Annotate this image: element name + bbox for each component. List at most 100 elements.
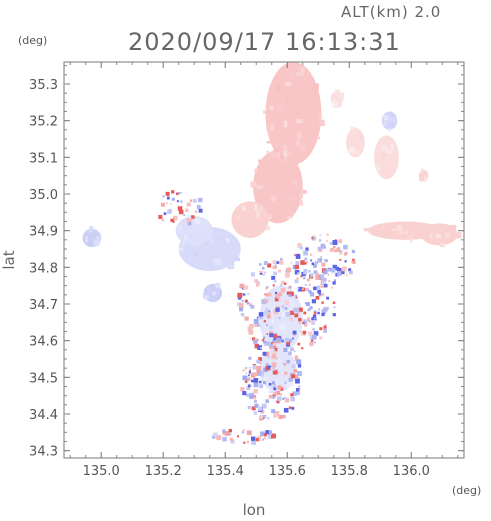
speckle-zone: [294, 233, 356, 288]
speckle-cell: [311, 262, 315, 266]
speckle-cell: [254, 400, 257, 403]
echo-cell: [269, 124, 275, 131]
speckle-cell: [323, 325, 327, 329]
echo-cell: [85, 236, 88, 243]
echo-cell: [286, 216, 293, 219]
altitude-label: ALT(km) 2.0: [341, 3, 441, 21]
speckle-cell: [322, 280, 326, 285]
echo-cell: [298, 67, 305, 73]
speckle-cell: [300, 275, 303, 278]
speckle-cell: [198, 208, 203, 213]
speckle-cell: [250, 379, 254, 383]
speckle-cell: [308, 270, 311, 273]
speckle-cell: [319, 234, 322, 236]
speckle-cell: [248, 303, 253, 307]
echo-cell: [297, 132, 302, 140]
speckle-cell: [276, 337, 281, 342]
echo-cell: [271, 313, 275, 318]
speckle-cell: [186, 202, 191, 207]
speckle-cell: [304, 257, 308, 261]
speckle-cell: [311, 237, 314, 240]
speckle-cell: [282, 414, 286, 419]
speckle-cell: [254, 403, 259, 408]
speckle-cell: [310, 273, 314, 277]
speckle-cell: [274, 341, 277, 344]
echo-cell: [256, 210, 260, 218]
speckle-cell: [267, 263, 272, 268]
echo-cell: [287, 151, 292, 155]
x-axis: 135.0 135.2 135.4 135.6 135.8 136.0: [69, 62, 459, 479]
speckle-cell: [262, 351, 267, 356]
echo-cell: [212, 291, 217, 296]
echo-cell: [282, 157, 289, 163]
speckle-cell: [344, 251, 348, 255]
speckle-cell: [168, 209, 172, 213]
speckle-cell: [295, 254, 301, 259]
speckle-cell: [284, 337, 289, 343]
speckle-cell: [246, 301, 250, 305]
speckle-cell: [242, 293, 246, 296]
speckle-cell: [289, 286, 292, 288]
plot-area: [82, 62, 462, 445]
speckle-cell: [310, 259, 313, 262]
speckle-cell: [332, 240, 338, 245]
speckle-cell: [275, 294, 279, 298]
speckle-cell: [284, 307, 288, 310]
echo-cell: [263, 376, 268, 383]
speckle-cell: [311, 299, 316, 304]
speckle-cell: [256, 316, 259, 319]
echo-region: [374, 135, 399, 180]
echo-cell: [223, 239, 228, 245]
speckle-cell: [313, 312, 317, 315]
echo-cell: [93, 239, 100, 246]
echo-cell: [299, 71, 304, 77]
echo-cell: [235, 215, 241, 220]
echo-cell: [262, 311, 265, 316]
speckle-cell: [254, 279, 258, 283]
speckle-cell: [327, 268, 331, 272]
speckle-cell: [268, 310, 270, 313]
speckle-cell: [237, 296, 242, 300]
echo-cell: [184, 234, 188, 240]
echo-cell: [235, 213, 241, 217]
speckle-cell: [333, 249, 336, 252]
echo-cell: [275, 358, 282, 364]
speckle-cell: [258, 312, 264, 317]
speckle-cell: [250, 304, 255, 309]
y-tick-label: 34.6: [29, 335, 58, 350]
speckle-cell: [328, 280, 331, 283]
speckle-cell: [272, 260, 277, 265]
speckle-cell: [274, 356, 279, 361]
echo-cell: [226, 237, 230, 244]
speckle-cell: [303, 250, 309, 256]
speckle-cell: [294, 357, 299, 362]
speckle-cell: [296, 277, 299, 281]
speckle-cell: [295, 294, 298, 297]
echo-cell: [378, 161, 381, 164]
speckle-cell: [260, 431, 265, 437]
speckle-cell: [326, 306, 330, 310]
echo-cell: [207, 287, 212, 291]
speckle-cell: [264, 293, 267, 296]
echo-cell: [423, 170, 428, 176]
speckle-cell: [294, 270, 300, 275]
speckle-cell: [286, 291, 291, 295]
echo-cell: [332, 102, 340, 108]
echo-cell: [268, 390, 276, 394]
speckle-cell: [289, 317, 293, 321]
speckle-cell: [320, 278, 324, 282]
echo-cell: [293, 180, 297, 185]
speckle-cell: [317, 246, 322, 251]
speckle-cell: [259, 380, 262, 384]
speckle-cell: [248, 366, 251, 369]
speckle-cell: [313, 310, 317, 314]
speckle-cell: [239, 283, 245, 289]
speckle-cell: [243, 285, 249, 290]
echo-cell: [241, 205, 246, 211]
echo-cell: [390, 143, 394, 151]
speckle-cell: [277, 371, 280, 374]
speckle-cell: [284, 397, 290, 403]
speckle-cell: [251, 337, 256, 341]
speckle-cell: [265, 287, 268, 290]
echo-cell: [213, 255, 217, 258]
